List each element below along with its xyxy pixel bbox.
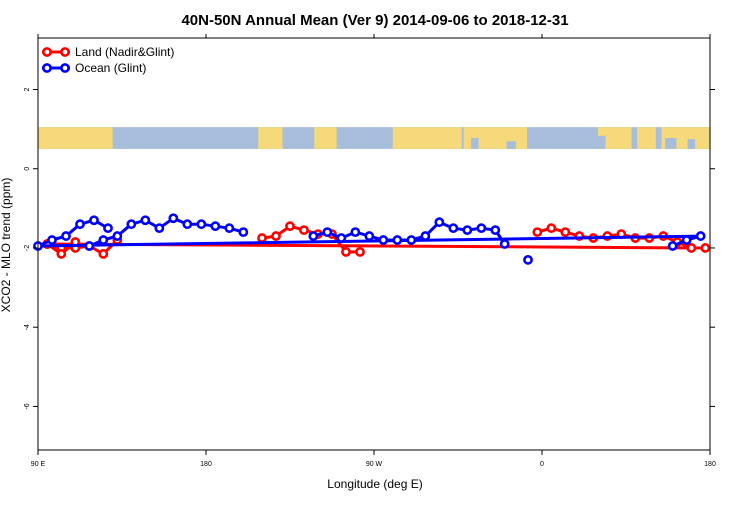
series-1-point-1-14 bbox=[499, 239, 510, 249]
series-0-point-0-4 bbox=[98, 249, 109, 259]
series-1-point-1-11 bbox=[462, 225, 473, 236]
series-1-point-1-8 bbox=[420, 231, 431, 241]
map-bay-1 bbox=[471, 138, 479, 149]
map-bay-5 bbox=[687, 139, 696, 149]
series-1-point-0-11 bbox=[238, 227, 249, 238]
map-bay-0 bbox=[118, 136, 128, 149]
map-land-0 bbox=[38, 127, 113, 149]
series-1-point-3-4 bbox=[47, 235, 57, 245]
series-1-point-1-4 bbox=[364, 231, 375, 241]
series-1-point-3-2 bbox=[695, 231, 706, 241]
series-1-point-0-9 bbox=[210, 221, 221, 232]
map-bay-3 bbox=[598, 135, 606, 149]
x-tick-label-4: 180 bbox=[704, 461, 716, 468]
map-band bbox=[38, 127, 710, 149]
legend-label-1: Ocean (Glint) bbox=[75, 61, 146, 75]
x-tick-label-0: 90 E bbox=[31, 461, 46, 468]
series-1-point-1-3 bbox=[350, 227, 361, 238]
series-1-point-1-6 bbox=[392, 235, 403, 245]
series-0-point-2-0 bbox=[532, 227, 543, 238]
map-ocean bbox=[38, 127, 710, 149]
series-1-point-3-8 bbox=[103, 223, 113, 234]
series-0-point-2-14 bbox=[56, 249, 67, 259]
series-0-point-1-3 bbox=[299, 225, 309, 236]
series-0-point-2-12 bbox=[700, 243, 711, 253]
map-land-5 bbox=[598, 127, 632, 149]
series-0-point-1-1 bbox=[271, 231, 281, 241]
map-land-2 bbox=[314, 127, 337, 149]
legend-swatch-point-1 bbox=[42, 63, 52, 73]
x-tick-label-3: 0 bbox=[540, 461, 544, 468]
y-tick-label-2: -2 bbox=[24, 245, 31, 251]
series-1-point-0-1 bbox=[98, 235, 109, 245]
series-1-point-0-2 bbox=[112, 231, 123, 241]
y-tick-label-4: 2 bbox=[24, 87, 31, 91]
legend-swatch-point-end-1 bbox=[60, 63, 70, 73]
chart-title: 40N-50N Annual Mean (Ver 9) 2014-09-06 t… bbox=[181, 12, 568, 29]
y-tick-label-3: 0 bbox=[24, 167, 31, 171]
legend-swatch-point-end-0 bbox=[60, 47, 70, 57]
series-1-point-0-0 bbox=[84, 241, 95, 251]
legend-swatch-point-0 bbox=[42, 47, 52, 57]
series-1-point-0-6 bbox=[168, 213, 179, 224]
series-1-point-3-0 bbox=[667, 241, 678, 251]
series-1-point-2-0 bbox=[523, 254, 533, 265]
series-1-point-0-5 bbox=[154, 223, 165, 234]
map-bay-4 bbox=[665, 138, 677, 149]
series-0-point-2-11 bbox=[686, 243, 697, 253]
map-land-1 bbox=[258, 127, 283, 149]
series-0-point-1-6 bbox=[341, 247, 351, 257]
map-bay-2 bbox=[506, 141, 516, 149]
series-0-point-2-2 bbox=[560, 227, 571, 238]
series-1 bbox=[33, 213, 706, 265]
y-axis-label: XCO2 - MLO trend (ppm) bbox=[0, 178, 13, 313]
x-tick-label-2: 90 W bbox=[366, 461, 383, 468]
series-1-point-0-7 bbox=[182, 219, 193, 230]
series-1-point-3-1 bbox=[681, 235, 692, 245]
series-1-point-1-10 bbox=[448, 223, 459, 234]
series-0-point-1-2 bbox=[285, 221, 295, 232]
map-land-3 bbox=[392, 127, 462, 149]
series-1-point-1-2 bbox=[336, 233, 347, 243]
series-1-point-3-5 bbox=[61, 231, 71, 241]
y-tick-label-0: -6 bbox=[24, 403, 31, 409]
series-1-point-1-7 bbox=[406, 235, 417, 245]
series-1-point-3-7 bbox=[89, 215, 99, 226]
series-1-point-1-12 bbox=[476, 223, 487, 234]
series-1-point-1-0 bbox=[308, 231, 319, 241]
series-1-point-1-1 bbox=[322, 227, 333, 238]
series-layer bbox=[33, 213, 711, 265]
series-0-point-1-7 bbox=[355, 247, 365, 257]
map-land-6 bbox=[637, 127, 656, 149]
series-1-point-0-4 bbox=[140, 215, 151, 226]
series-1-point-1-13 bbox=[490, 225, 501, 236]
legend-label-0: Land (Nadir&Glint) bbox=[75, 45, 174, 59]
x-axis-label: Longitude (deg E) bbox=[327, 477, 422, 491]
series-0-point-1-0 bbox=[257, 233, 267, 243]
series-1-point-1-5 bbox=[378, 235, 389, 245]
series-1-point-3-6 bbox=[75, 219, 85, 230]
series-0-point-2-1 bbox=[546, 223, 557, 234]
series-1-point-0-10 bbox=[224, 223, 235, 234]
series-1-point-0-3 bbox=[126, 219, 137, 230]
y-tick-label-1: -4 bbox=[24, 324, 31, 330]
series-1-point-1-9 bbox=[434, 217, 445, 228]
legend: Land (Nadir&Glint) Ocean (Glint) bbox=[42, 45, 174, 75]
series-1-point-0-8 bbox=[196, 219, 207, 230]
axes-layer: 90 E 180 90 W 0 180 -6 -4 -2 0 2 bbox=[24, 34, 716, 468]
x-tick-label-1: 180 bbox=[200, 461, 212, 468]
